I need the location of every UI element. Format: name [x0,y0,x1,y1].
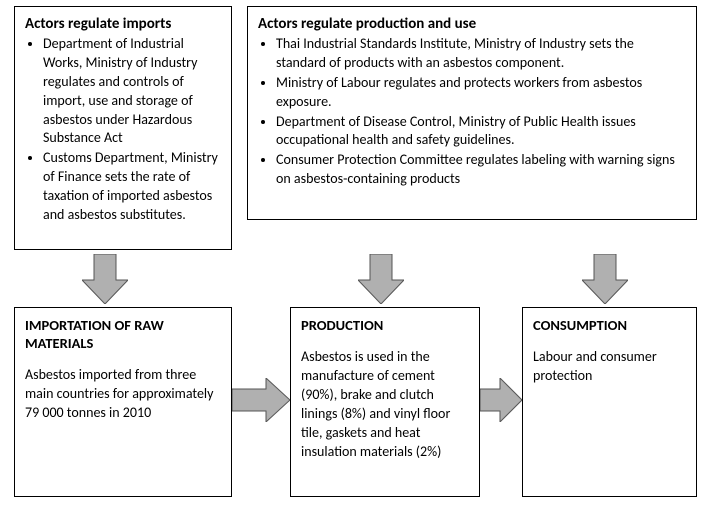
consumption-box: CONSUMPTION Labour and consumer protecti… [522,307,697,497]
actors-imports-list: Department of Industrial Works, Ministry… [25,35,221,225]
list-item: Consumer Protection Committee regulates … [276,151,686,189]
arrow-shape [358,254,404,304]
arrow-down-icon [82,254,128,304]
list-item: Thai Industrial Standards Institute, Min… [276,35,686,73]
arrow-shape [582,254,628,304]
actors-production-title: Actors regulate production and use [258,15,686,33]
importation-box: IMPORTATION OF RAW MATERIALS Asbestos im… [14,307,232,497]
arrow-shape [82,254,128,304]
importation-title: IMPORTATION OF RAW MATERIALS [25,316,221,352]
consumption-text: Labour and consumer protection [533,348,686,386]
list-item: Ministry of Labour regulates and protect… [276,74,686,112]
actors-imports-title: Actors regulate imports [25,15,221,33]
list-item: Department of Disease Control, Ministry … [276,113,686,151]
list-item: Customs Department, Ministry of Finance … [43,149,221,225]
consumption-title: CONSUMPTION [533,316,686,334]
actors-production-box: Actors regulate production and use Thai … [247,6,697,220]
arrow-shape [232,378,290,422]
arrow-shape [480,378,522,422]
production-title: PRODUCTION [301,316,469,334]
list-item: Department of Industrial Works, Ministry… [43,35,221,148]
arrow-down-icon [582,254,628,304]
actors-production-list: Thai Industrial Standards Institute, Min… [258,35,686,189]
production-box: PRODUCTION Asbestos is used in the manuf… [290,307,480,497]
arrow-down-icon [358,254,404,304]
arrow-right-icon [232,378,290,422]
arrow-right-icon [480,378,522,422]
production-text: Asbestos is used in the manufacture of c… [301,348,469,461]
importation-text: Asbestos imported from three main countr… [25,366,221,423]
actors-imports-box: Actors regulate imports Department of In… [14,6,232,250]
